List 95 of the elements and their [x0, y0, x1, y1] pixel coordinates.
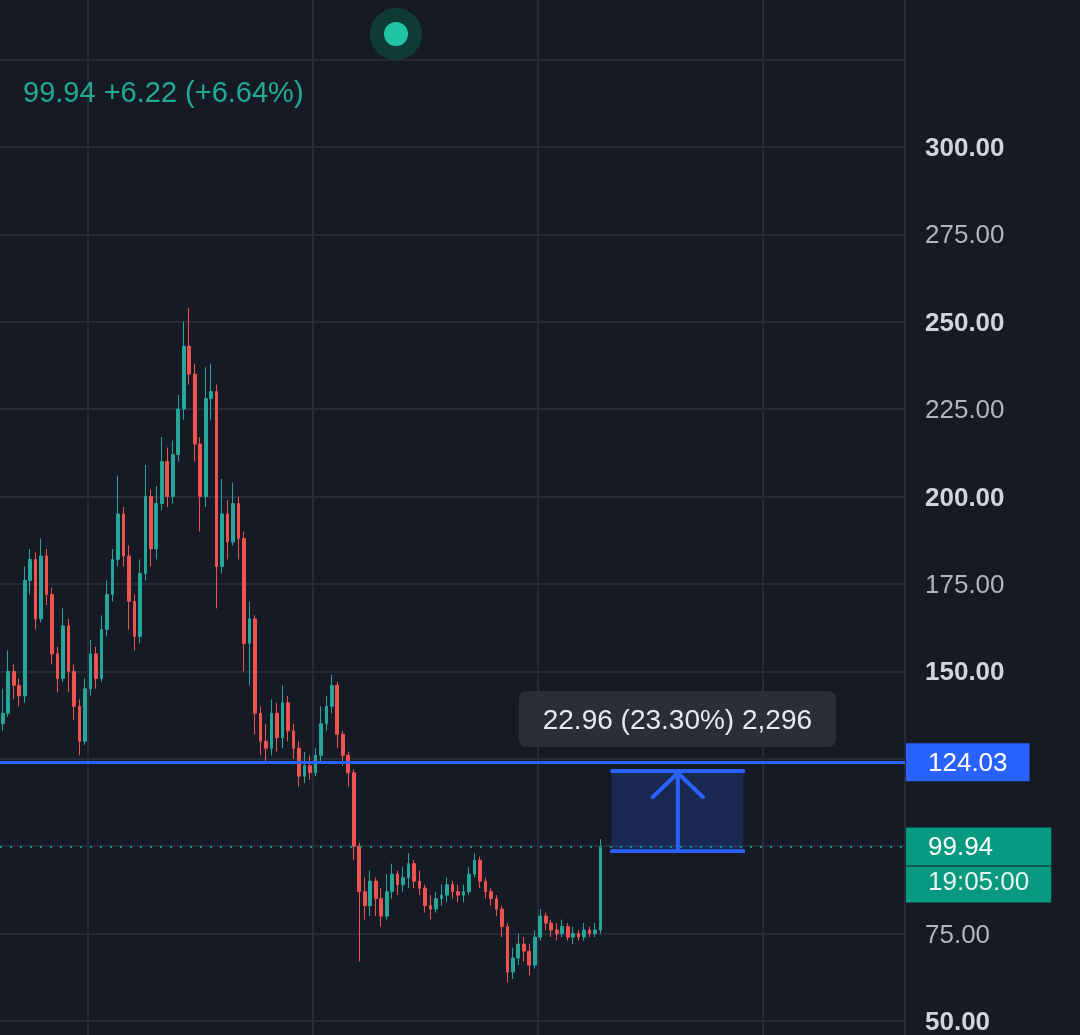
candlestick [50, 586, 54, 665]
candlestick [231, 482, 235, 546]
ref-line-label: 124.03 [928, 747, 1008, 778]
candlestick [237, 496, 240, 560]
candlestick [506, 922, 509, 984]
candlestick [89, 639, 92, 697]
candlestick [330, 674, 334, 714]
candlestick [83, 677, 87, 746]
candlestick [72, 663, 76, 721]
candlestick [451, 880, 454, 900]
candlestick [242, 530, 246, 672]
candlestick [297, 740, 301, 788]
candlestick [407, 852, 410, 889]
y-tick-label: 200.00 [925, 481, 1005, 512]
candlestick [566, 922, 570, 942]
y-tick-label: 150.00 [925, 656, 1005, 687]
ref-line-label: 99.94 [928, 831, 994, 862]
candlestick [401, 866, 405, 893]
candlestick [160, 436, 164, 512]
candlestick [495, 894, 498, 917]
candlestick [335, 681, 339, 749]
candlestick [440, 884, 443, 907]
candlestick [434, 891, 438, 914]
y-tick-label: 250.00 [925, 306, 1005, 337]
candlestick [363, 877, 367, 921]
candlestick [127, 544, 131, 630]
candlestick [473, 852, 476, 879]
candlestick [67, 618, 70, 693]
candlestick [122, 506, 125, 567]
candlestick [429, 894, 432, 921]
candlestick [215, 384, 218, 609]
candlestick [116, 475, 120, 567]
candlestick [105, 579, 109, 637]
candlestick [319, 705, 323, 763]
candlestick [555, 922, 559, 942]
candlestick [582, 922, 586, 942]
candlestick [445, 877, 449, 903]
candlestick [577, 929, 580, 942]
candlestick [154, 485, 158, 560]
candlestick [423, 884, 427, 914]
candlestick [593, 922, 597, 938]
candlestick [396, 870, 399, 896]
candlestick [286, 695, 290, 742]
candlestick [500, 905, 504, 938]
candlestick [467, 866, 471, 896]
band-label: 22.96 (23.30%) 2,296 [542, 703, 813, 735]
y-tick-label: 175.00 [925, 568, 1005, 599]
candlestick [133, 593, 136, 651]
candlestick [325, 695, 328, 732]
candlestick [484, 877, 487, 900]
candlestick [599, 838, 602, 935]
y-tick-label: 300.00 [925, 131, 1005, 162]
candlestick [571, 926, 575, 945]
candlestick [111, 548, 114, 602]
candlestick [308, 754, 312, 781]
candlestick [478, 856, 482, 889]
y-tick-label: 75.00 [925, 918, 991, 949]
candlestick [138, 558, 142, 644]
candlestick [144, 464, 147, 581]
text: 19:05:00 [928, 866, 1030, 897]
candlestick [303, 751, 306, 784]
candlestick [182, 321, 186, 421]
y-tick-label: 225.00 [925, 394, 1005, 425]
candlestick [292, 723, 295, 760]
y-tick-label: 50.00 [925, 1006, 991, 1035]
candlestick [220, 478, 224, 574]
text: 99.94 +6.22 (+6.64%) [23, 75, 304, 108]
candlestick [560, 919, 564, 938]
candlestick [412, 859, 416, 889]
candlestick [489, 887, 493, 907]
candlestick [94, 646, 98, 690]
candlestick [248, 600, 251, 686]
candlestick [456, 884, 460, 903]
candlestick [259, 705, 262, 756]
y-tick-label: 275.00 [925, 219, 1005, 250]
candlestick [253, 614, 257, 735]
candlestick [165, 447, 169, 508]
candlestick [56, 646, 59, 693]
candlestick [270, 698, 273, 756]
candlestick [281, 684, 284, 749]
candlestick [45, 548, 48, 606]
candlestick [418, 870, 421, 896]
candlestick [187, 307, 191, 386]
candlestick [149, 489, 153, 567]
candlestick [588, 926, 591, 938]
candlestick [100, 614, 103, 683]
candlestick [34, 551, 37, 630]
candlestick [264, 723, 268, 763]
candlestick [275, 702, 279, 753]
candlestick [61, 607, 65, 683]
candlestick [39, 537, 43, 623]
candlestick [462, 884, 465, 903]
candlestick [226, 499, 229, 560]
candlestick [368, 870, 372, 917]
candlestick [78, 698, 81, 756]
